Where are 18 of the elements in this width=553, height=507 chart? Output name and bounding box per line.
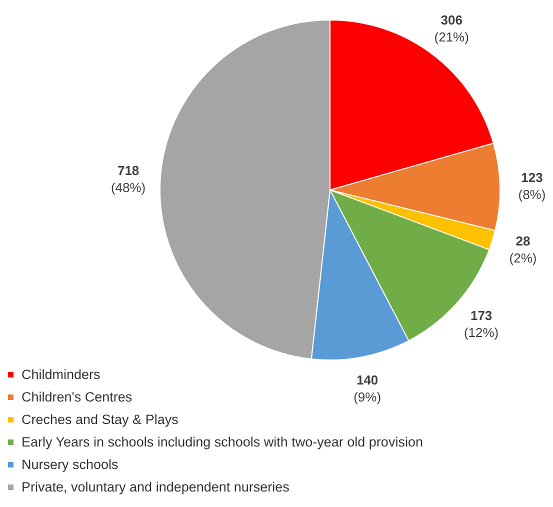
text: (8%) (518, 187, 546, 202)
legend-label: Children's Centres (22, 389, 132, 404)
data-label: 173 (470, 308, 492, 323)
legend-label: Early Years in schools including schools with two-year old provision (22, 434, 423, 450)
text: (9%) (354, 390, 382, 405)
legend-label: Private, voluntary and independent nurseries (22, 479, 290, 494)
text: (12%) (464, 324, 499, 340)
text: (48%) (110, 180, 146, 195)
legend-label: Creches and Stay & Plays (22, 412, 179, 427)
text: (21%) (434, 30, 469, 45)
data-label: 306 (440, 12, 462, 28)
data-label: 718 (117, 162, 140, 178)
text: (2%) (509, 250, 537, 266)
data-label: 140 (356, 372, 378, 388)
legend-label: Nursery schools (22, 456, 119, 472)
data-label: 28 (516, 234, 530, 249)
data-label: 123 (521, 170, 543, 186)
legend-label: Childminders (22, 366, 101, 382)
